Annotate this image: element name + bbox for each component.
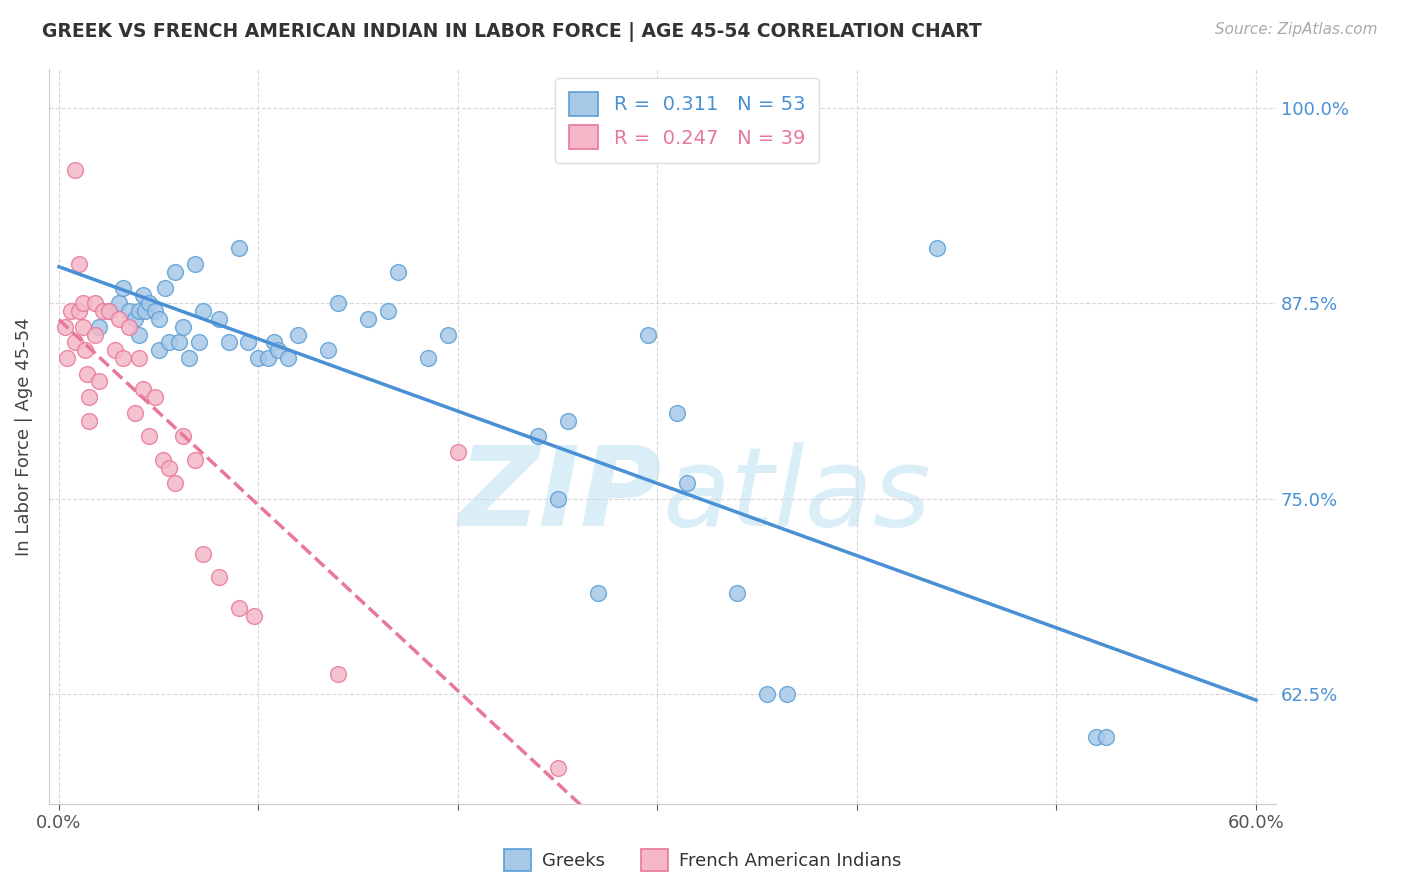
Point — [287, 327, 309, 342]
Point — [1085, 730, 1108, 744]
Point — [218, 335, 240, 350]
Text: ZIP: ZIP — [458, 442, 662, 549]
Point — [91, 304, 114, 318]
Point — [124, 406, 146, 420]
Point — [172, 319, 194, 334]
Point — [637, 327, 659, 342]
Point — [277, 351, 299, 365]
Point — [183, 452, 205, 467]
Point — [59, 304, 82, 318]
Point — [72, 319, 94, 334]
Point — [416, 351, 439, 365]
Point — [328, 667, 350, 681]
Point — [267, 343, 290, 358]
Point — [328, 296, 350, 310]
Point — [377, 304, 399, 318]
Point — [228, 601, 250, 615]
Point — [148, 312, 170, 326]
Point — [263, 335, 285, 350]
Point — [56, 351, 79, 365]
Point — [77, 414, 100, 428]
Point — [437, 327, 460, 342]
Point — [63, 335, 86, 350]
Point — [163, 476, 186, 491]
Legend: Greeks, French American Indians: Greeks, French American Indians — [498, 842, 908, 879]
Point — [666, 406, 689, 420]
Point — [87, 319, 110, 334]
Point — [143, 304, 166, 318]
Point — [128, 351, 150, 365]
Point — [447, 445, 470, 459]
Point — [132, 288, 155, 302]
Point — [83, 327, 105, 342]
Legend: R =  0.311   N = 53, R =  0.247   N = 39: R = 0.311 N = 53, R = 0.247 N = 39 — [555, 78, 818, 162]
Point — [257, 351, 280, 365]
Point — [67, 304, 90, 318]
Point — [191, 547, 214, 561]
Point — [138, 429, 160, 443]
Point — [547, 761, 569, 775]
Point — [228, 242, 250, 256]
Point — [97, 304, 120, 318]
Text: GREEK VS FRENCH AMERICAN INDIAN IN LABOR FORCE | AGE 45-54 CORRELATION CHART: GREEK VS FRENCH AMERICAN INDIAN IN LABOR… — [42, 22, 981, 42]
Point — [83, 296, 105, 310]
Point — [183, 257, 205, 271]
Point — [143, 390, 166, 404]
Point — [67, 257, 90, 271]
Point — [128, 304, 150, 318]
Point — [167, 335, 190, 350]
Point — [77, 390, 100, 404]
Point — [676, 476, 699, 491]
Point — [586, 585, 609, 599]
Point — [153, 280, 176, 294]
Point — [207, 312, 229, 326]
Point — [187, 335, 209, 350]
Point — [72, 296, 94, 310]
Point — [547, 491, 569, 506]
Point — [104, 343, 127, 358]
Point — [118, 319, 141, 334]
Text: Source: ZipAtlas.com: Source: ZipAtlas.com — [1215, 22, 1378, 37]
Point — [148, 343, 170, 358]
Point — [756, 688, 779, 702]
Point — [207, 570, 229, 584]
Point — [357, 312, 380, 326]
Text: atlas: atlas — [662, 442, 931, 549]
Point — [157, 335, 180, 350]
Point — [177, 351, 200, 365]
Point — [63, 163, 86, 178]
Point — [157, 460, 180, 475]
Point — [776, 688, 799, 702]
Y-axis label: In Labor Force | Age 45-54: In Labor Force | Age 45-54 — [15, 317, 32, 556]
Point — [118, 304, 141, 318]
Point — [316, 343, 339, 358]
Point — [132, 382, 155, 396]
Point — [111, 280, 134, 294]
Point — [138, 296, 160, 310]
Point — [163, 265, 186, 279]
Point — [387, 265, 409, 279]
Point — [128, 327, 150, 342]
Point — [73, 343, 96, 358]
Point — [925, 242, 948, 256]
Point — [557, 414, 579, 428]
Point — [134, 304, 156, 318]
Point — [526, 429, 548, 443]
Point — [152, 452, 174, 467]
Point — [107, 312, 129, 326]
Point — [172, 429, 194, 443]
Point — [53, 319, 76, 334]
Point — [124, 312, 146, 326]
Point — [191, 304, 214, 318]
Point — [76, 367, 98, 381]
Point — [107, 296, 129, 310]
Point — [238, 335, 260, 350]
Point — [725, 585, 748, 599]
Point — [97, 304, 120, 318]
Point — [243, 609, 266, 624]
Point — [111, 351, 134, 365]
Point — [247, 351, 270, 365]
Point — [87, 375, 110, 389]
Point — [1095, 730, 1118, 744]
